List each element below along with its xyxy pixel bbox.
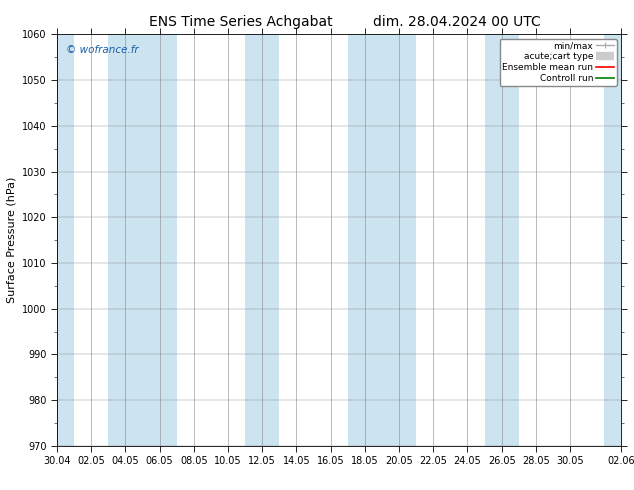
Bar <box>484 34 519 446</box>
Bar <box>382 34 416 446</box>
Legend: min/max, acute;cart type, Ensemble mean run, Controll run: min/max, acute;cart type, Ensemble mean … <box>500 39 617 86</box>
Y-axis label: Surface Pressure (hPa): Surface Pressure (hPa) <box>6 177 16 303</box>
Text: ENS Time Series Achgabat: ENS Time Series Achgabat <box>149 15 333 29</box>
Bar <box>604 34 621 446</box>
Bar <box>143 34 177 446</box>
Bar <box>108 34 143 446</box>
Text: dim. 28.04.2024 00 UTC: dim. 28.04.2024 00 UTC <box>373 15 540 29</box>
Bar <box>245 34 280 446</box>
Bar <box>57 34 74 446</box>
Text: © wofrance.fr: © wofrance.fr <box>65 45 138 54</box>
Bar <box>347 34 382 446</box>
